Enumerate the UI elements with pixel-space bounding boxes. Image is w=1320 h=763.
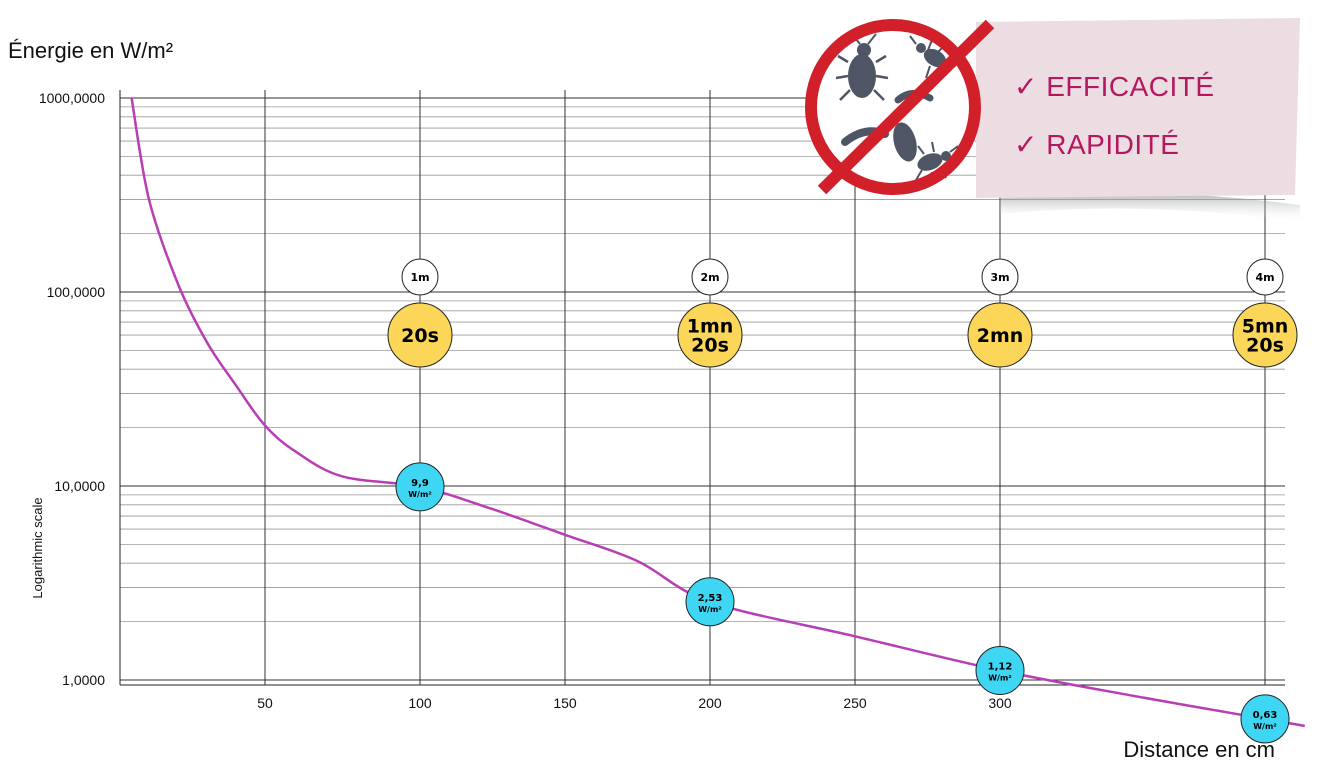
time-bubble (967, 302, 1033, 368)
x-tick-label: 100 (408, 695, 432, 711)
distance-label: 1m (410, 271, 429, 284)
banner-item-rapidite: ✓ RAPIDITÉ (1014, 129, 1179, 160)
banner-item-efficacite: ✓ EFFICACITÉ (1014, 71, 1215, 102)
chart-axes (119, 90, 1285, 686)
energy-unit-label: W/m² (1253, 722, 1277, 731)
distance-label: 4m (1255, 271, 1274, 284)
energy-unit-label: W/m² (698, 605, 722, 614)
energy-bubble (975, 645, 1025, 695)
time-bubble (1232, 302, 1298, 368)
distance-bubble (1246, 258, 1284, 296)
chart-title: Énergie en W/m² (8, 38, 173, 63)
time-label: 1mn (687, 316, 734, 338)
y-tick-label: 10,0000 (54, 478, 105, 494)
distance-bubble (981, 258, 1019, 296)
distance-label: 3m (990, 271, 1009, 284)
energy-value-label: 1,12 (988, 661, 1013, 672)
distance-label: 2m (700, 271, 719, 284)
banner-shadow (1000, 192, 1300, 222)
y-tick-label: 100,0000 (47, 284, 106, 300)
x-axis-label: Distance en cm (1123, 737, 1275, 762)
energy-value-label: 2,53 (698, 593, 723, 604)
time-label: 20s (401, 325, 439, 347)
time-label: 20s (691, 335, 729, 357)
energy-value-label: 0,63 (1253, 710, 1278, 721)
y-tick-label: 1,0000 (62, 672, 105, 688)
time-label: 20s (1246, 335, 1284, 357)
x-tick-label: 200 (698, 695, 722, 711)
x-tick-label: 250 (843, 695, 867, 711)
energy-bubble (685, 577, 735, 627)
prohibited-ring (805, 19, 981, 195)
x-tick-label: 150 (553, 695, 577, 711)
banner: ✓ EFFICACITÉ ✓ RAPIDITÉ (805, 18, 1300, 222)
series-line (130, 97, 1305, 728)
energy-unit-label: W/m² (408, 490, 432, 499)
banner-panel (976, 18, 1300, 198)
distance-bubble (401, 258, 439, 296)
time-bubble (387, 302, 453, 368)
y-axis-label: Logarithmic scale (30, 497, 45, 598)
energy-unit-label: W/m² (988, 673, 1012, 682)
energy-bubble (1240, 694, 1290, 744)
no-bugs-icon (805, 19, 995, 195)
energy-value-label: 9,9 (411, 478, 429, 489)
distance-bubble (691, 258, 729, 296)
bug-icon (835, 33, 959, 184)
energy-bubble (395, 462, 445, 512)
time-label: 2mn (977, 325, 1024, 347)
y-tick-label: 1000,0000 (39, 90, 105, 106)
prohibited-slash (817, 19, 995, 195)
annotation-markers: 1m20s9,9W/m²2m1mn20s2,53W/m²3m2mn1,12W/m… (387, 258, 1298, 744)
x-tick-label: 50 (257, 695, 273, 711)
time-bubble (677, 302, 743, 368)
x-tick-label: 300 (988, 695, 1012, 711)
time-label: 5mn (1242, 316, 1289, 338)
